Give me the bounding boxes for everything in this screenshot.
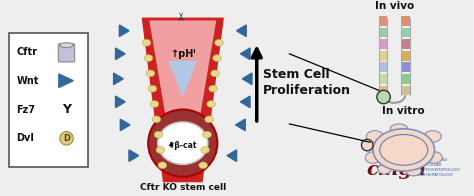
- Ellipse shape: [150, 101, 159, 107]
- Polygon shape: [142, 18, 223, 181]
- Ellipse shape: [148, 85, 157, 92]
- Ellipse shape: [144, 55, 153, 61]
- Text: Stem Cell
Proliferation: Stem Cell Proliferation: [263, 68, 351, 97]
- Text: Fz7: Fz7: [17, 104, 36, 114]
- Ellipse shape: [199, 162, 208, 169]
- Polygon shape: [114, 73, 123, 84]
- Ellipse shape: [424, 131, 441, 142]
- Ellipse shape: [366, 131, 383, 142]
- Ellipse shape: [152, 116, 161, 123]
- FancyBboxPatch shape: [401, 39, 410, 49]
- FancyBboxPatch shape: [379, 63, 387, 72]
- Polygon shape: [227, 150, 237, 162]
- Ellipse shape: [146, 70, 155, 77]
- Ellipse shape: [207, 101, 215, 107]
- Ellipse shape: [380, 134, 428, 165]
- Ellipse shape: [158, 162, 167, 169]
- Polygon shape: [169, 62, 196, 95]
- Polygon shape: [240, 96, 250, 108]
- FancyBboxPatch shape: [379, 39, 387, 49]
- Ellipse shape: [427, 152, 442, 163]
- Polygon shape: [129, 150, 138, 162]
- Circle shape: [362, 139, 373, 151]
- Ellipse shape: [158, 122, 208, 164]
- Text: ↑pHᴵ: ↑pHᴵ: [170, 49, 196, 59]
- Text: In vivo: In vivo: [374, 1, 414, 11]
- Ellipse shape: [378, 164, 391, 174]
- Ellipse shape: [365, 152, 381, 163]
- Ellipse shape: [148, 110, 218, 177]
- Text: Cftr: Cftr: [17, 47, 37, 57]
- Text: cmgh: cmgh: [366, 161, 427, 179]
- FancyBboxPatch shape: [379, 16, 387, 26]
- FancyBboxPatch shape: [379, 85, 387, 95]
- FancyBboxPatch shape: [401, 51, 410, 61]
- Ellipse shape: [373, 129, 435, 171]
- FancyBboxPatch shape: [58, 44, 75, 62]
- Polygon shape: [150, 21, 216, 129]
- Ellipse shape: [60, 43, 73, 48]
- Polygon shape: [236, 119, 245, 131]
- FancyBboxPatch shape: [401, 74, 410, 83]
- Polygon shape: [240, 48, 250, 60]
- Text: Y: Y: [62, 103, 71, 116]
- FancyBboxPatch shape: [379, 28, 387, 37]
- Ellipse shape: [201, 147, 210, 153]
- FancyBboxPatch shape: [401, 28, 410, 37]
- Text: ↑β-cat: ↑β-cat: [169, 141, 197, 150]
- Ellipse shape: [215, 39, 223, 46]
- Text: D: D: [63, 134, 70, 143]
- Ellipse shape: [203, 131, 211, 138]
- Text: Wnt: Wnt: [17, 76, 39, 86]
- FancyBboxPatch shape: [401, 16, 410, 26]
- FancyBboxPatch shape: [401, 63, 410, 72]
- Ellipse shape: [406, 166, 421, 176]
- Ellipse shape: [209, 85, 218, 92]
- Polygon shape: [120, 119, 130, 131]
- Polygon shape: [242, 73, 252, 84]
- Ellipse shape: [156, 147, 165, 153]
- Text: Dvl: Dvl: [17, 133, 35, 143]
- Ellipse shape: [142, 39, 151, 46]
- Polygon shape: [116, 96, 125, 108]
- Ellipse shape: [390, 124, 408, 133]
- Text: Cftr KO stem cell: Cftr KO stem cell: [140, 183, 226, 192]
- Ellipse shape: [154, 131, 163, 138]
- Polygon shape: [119, 25, 129, 36]
- Circle shape: [377, 90, 390, 104]
- Text: CELLULAR AND
MOLECULAR
GASTROENTEROLOGY
AND HEPATOLOGY: CELLULAR AND MOLECULAR GASTROENTEROLOGY …: [416, 158, 461, 177]
- Ellipse shape: [60, 132, 73, 145]
- FancyBboxPatch shape: [401, 85, 410, 95]
- FancyBboxPatch shape: [9, 33, 88, 167]
- Polygon shape: [116, 48, 125, 60]
- FancyBboxPatch shape: [379, 74, 387, 83]
- FancyBboxPatch shape: [379, 51, 387, 61]
- Text: ✂: ✂: [178, 11, 188, 20]
- Ellipse shape: [205, 116, 213, 123]
- Ellipse shape: [213, 55, 221, 61]
- Polygon shape: [237, 25, 246, 36]
- Text: In vitro: In vitro: [383, 106, 425, 116]
- Polygon shape: [59, 74, 73, 87]
- Ellipse shape: [211, 70, 219, 77]
